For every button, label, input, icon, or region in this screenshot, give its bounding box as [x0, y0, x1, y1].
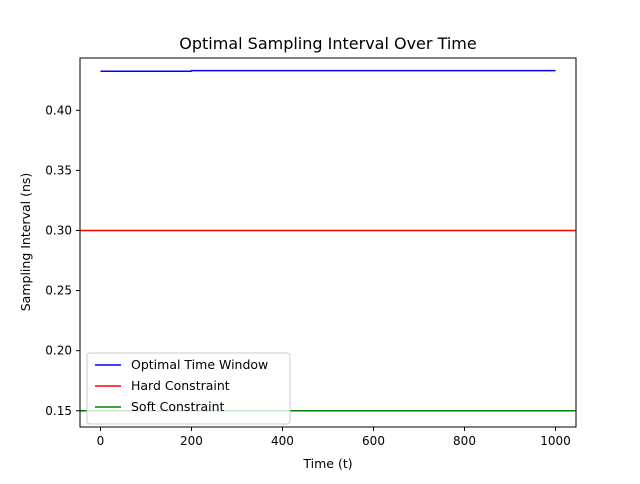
legend: Optimal Time Window Hard Constraint Soft C…	[86, 352, 291, 425]
legend-label: Optimal Time Window	[131, 357, 268, 372]
x-tick-label: 800	[453, 434, 476, 448]
y-tick-label: 0.25	[45, 284, 72, 298]
y-axis-label: Sampling Interval (ns)	[18, 173, 33, 312]
plot-frame	[79, 57, 577, 428]
y-tick-label: 0.35	[45, 163, 72, 177]
x-tick-label: 600	[362, 434, 385, 448]
x-tick-label: 0	[97, 434, 105, 448]
y-tick-label: 0.40	[45, 103, 72, 117]
y-tick-label: 0.20	[45, 344, 72, 358]
chart-title: Optimal Sampling Interval Over Time	[179, 34, 476, 53]
y-tick-label: 0.30	[45, 223, 72, 237]
legend-frame	[86, 352, 291, 425]
y-tick-label: 0.15	[45, 404, 72, 418]
tick-layer: 0 200 400 600 800 1000 0.15 0.20 0.25 0.30 0.35 0.4…	[45, 103, 571, 448]
legend-label: Hard Constraint	[131, 378, 230, 393]
series-line-0	[100, 69, 556, 72]
x-axis-label: Time (t)	[302, 456, 352, 471]
x-tick-label: 200	[180, 434, 203, 448]
x-tick-label: 1000	[540, 434, 571, 448]
x-tick-label: 400	[271, 434, 294, 448]
legend-label: Soft Constraint	[131, 399, 225, 414]
